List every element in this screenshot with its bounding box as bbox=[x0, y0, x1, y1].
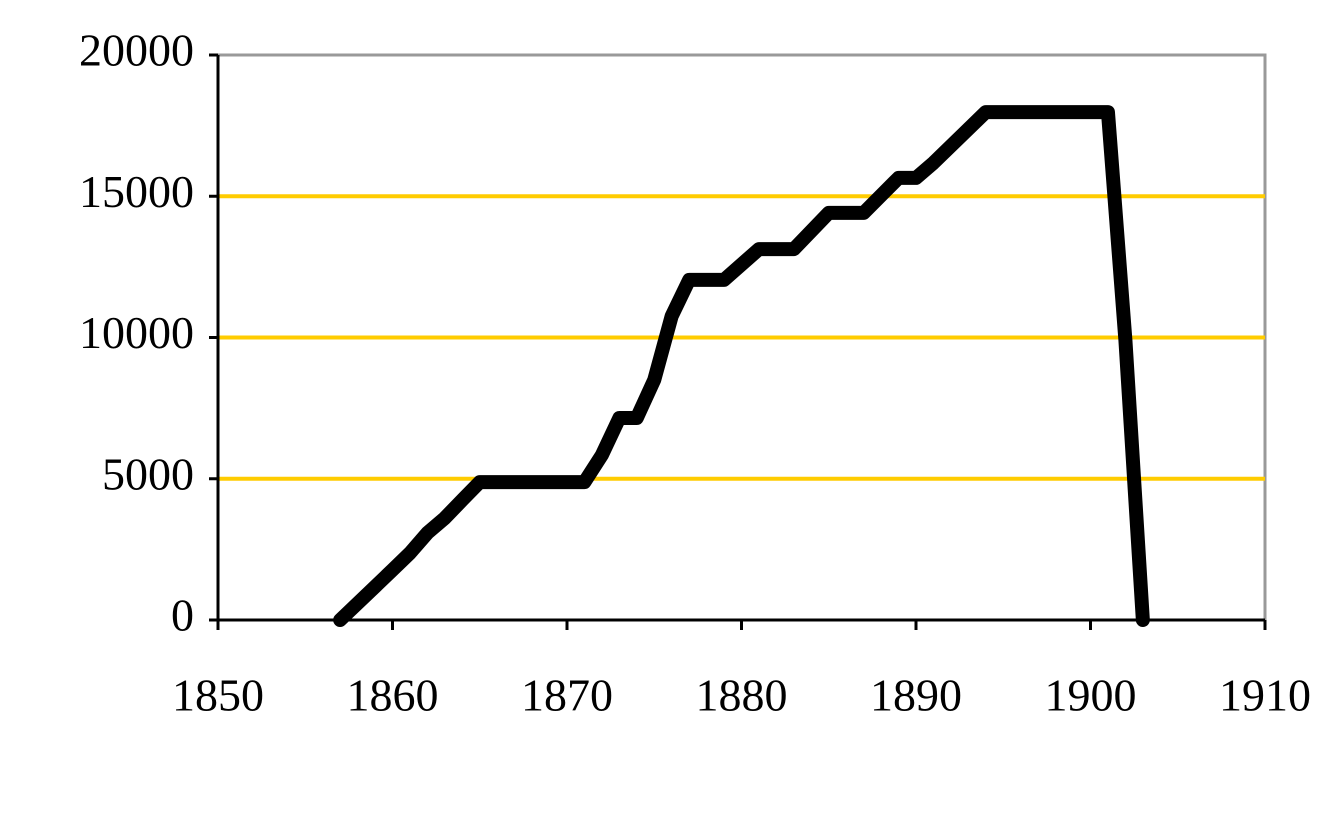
x-tick-label: 1860 bbox=[347, 670, 439, 721]
x-tick-label: 1880 bbox=[696, 670, 788, 721]
x-tick-label: 1890 bbox=[870, 670, 962, 721]
x-tick-label: 1850 bbox=[172, 670, 264, 721]
data-line bbox=[333, 105, 1150, 627]
x-tick-label: 1870 bbox=[521, 670, 613, 721]
x-tick-label: 1910 bbox=[1219, 670, 1311, 721]
y-tick-label: 15000 bbox=[79, 166, 194, 217]
x-tick-label: 1900 bbox=[1045, 670, 1137, 721]
y-tick-label: 0 bbox=[171, 590, 194, 641]
y-tick-label: 20000 bbox=[79, 25, 194, 76]
y-tick-label: 10000 bbox=[79, 307, 194, 358]
y-tick-label: 5000 bbox=[102, 448, 194, 499]
